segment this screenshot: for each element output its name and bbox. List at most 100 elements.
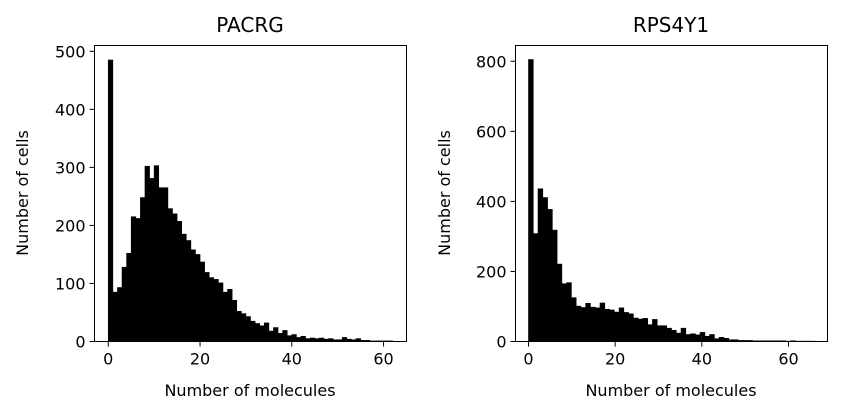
histogram-bar: [680, 327, 687, 342]
y-axis-label: Number of cells: [13, 130, 32, 256]
histogram-bar: [575, 305, 582, 342]
histogram-bar: [704, 335, 710, 342]
x-tick-label: 0: [103, 350, 113, 369]
histogram-bar: [172, 213, 178, 342]
y-tick-label: 400: [55, 100, 86, 119]
x-axis-ticks: 0 20 40 60: [523, 341, 799, 369]
y-axis-ticks: 0 200 400 600 800: [476, 52, 516, 352]
histogram-bar: [656, 325, 663, 342]
plot-frame: [515, 45, 828, 342]
x-tick-label: 60: [778, 350, 798, 369]
x-tick-label: 60: [373, 350, 393, 369]
histogram-bar: [218, 282, 224, 342]
histogram-bar: [107, 59, 114, 342]
histogram-bar: [199, 261, 205, 342]
histogram-bar: [319, 337, 325, 342]
histogram-bar: [637, 318, 644, 342]
histogram-bar: [241, 313, 247, 342]
histogram-bar: [135, 218, 141, 342]
y-tick-label: 300: [55, 158, 86, 177]
y-tick-label: 600: [476, 122, 507, 141]
histogram-bar: [604, 308, 610, 342]
histogram-bar: [633, 317, 639, 342]
histogram-bar: [556, 263, 563, 342]
histogram-bar: [571, 297, 577, 342]
histogram-bar: [144, 165, 150, 342]
histogram-bar: [699, 332, 706, 342]
histogram-bar: [213, 279, 219, 342]
histogram-bar: [163, 187, 169, 342]
histogram-bar: [112, 291, 118, 342]
x-axis-ticks: 0 20 40 60: [103, 341, 394, 369]
histogram-bar: [268, 330, 274, 342]
y-tick-label: 200: [55, 216, 86, 235]
histogram-bar: [222, 291, 228, 342]
histogram-bar: [561, 283, 567, 342]
histogram-bar: [690, 333, 696, 342]
histogram-bar: [158, 187, 164, 342]
histogram-bar: [709, 334, 715, 342]
bars-group: [107, 59, 394, 342]
histogram-bar: [341, 337, 348, 342]
y-tick-label: 0: [496, 333, 506, 352]
histogram-bar: [675, 332, 682, 342]
histogram-bar: [236, 311, 242, 342]
histogram-bar: [609, 309, 615, 342]
x-tick-label: 40: [282, 350, 302, 369]
histogram-bar: [618, 307, 625, 342]
histogram-bar: [231, 299, 238, 342]
histogram-bar: [300, 335, 306, 342]
histogram-bar: [250, 320, 256, 342]
histogram-bar: [259, 325, 265, 342]
histogram-bar: [566, 282, 572, 342]
histogram-bar: [282, 330, 288, 342]
y-tick-label: 400: [476, 192, 507, 211]
histogram-bar: [552, 229, 558, 342]
histogram-bar: [181, 233, 187, 342]
histogram-bar: [623, 312, 629, 342]
histogram-bar: [685, 334, 691, 342]
histogram-bar: [245, 316, 251, 342]
y-tick-label: 800: [476, 52, 507, 71]
histogram-bar: [204, 272, 210, 342]
histogram-bar: [176, 221, 182, 342]
histogram-bar: [121, 266, 127, 342]
histogram-bar: [547, 209, 553, 342]
histogram-bar: [594, 307, 601, 342]
histogram-bar: [585, 303, 591, 342]
y-tick-label: 0: [75, 333, 85, 352]
chart-panel-pacrg: PACRG 0 20 40 60 0 100 200 300 400 500 Number of…: [13, 13, 407, 400]
histogram-bar: [149, 178, 155, 342]
histogram-bar: [153, 165, 160, 342]
histogram-bar: [190, 249, 196, 342]
histogram-bar: [277, 333, 283, 342]
histogram-bar: [666, 327, 672, 342]
histogram-bar: [117, 287, 123, 342]
histogram-bar: [140, 197, 146, 342]
x-tick-label: 20: [190, 350, 210, 369]
histogram-bar: [263, 322, 270, 342]
histogram-bar: [167, 208, 173, 342]
x-tick-label: 20: [605, 350, 625, 369]
chart-title: RPS4Y1: [633, 13, 709, 37]
histogram-bar: [185, 240, 192, 342]
histogram-bar: [126, 252, 132, 342]
histogram-bar: [208, 277, 215, 342]
histogram-bar: [537, 188, 544, 342]
chart-panel-rps4y1: RPS4Y1 0 20 40 60 0 200 400 600 800 Number of m…: [435, 13, 828, 400]
x-axis-label: Number of molecules: [585, 381, 756, 400]
histogram-bar: [647, 324, 653, 342]
histogram-bar: [695, 334, 701, 342]
histogram-bar: [528, 59, 534, 342]
x-tick-label: 40: [692, 350, 712, 369]
histogram-bar: [195, 254, 201, 342]
histogram-bar: [661, 325, 668, 342]
histogram-bar: [130, 216, 137, 342]
histogram-bar: [309, 337, 316, 342]
histogram-bar: [652, 319, 658, 342]
histogram-bar: [718, 336, 725, 342]
histogram-bar: [296, 337, 302, 342]
y-tick-label: 500: [55, 42, 86, 61]
histogram-bar: [286, 335, 293, 342]
